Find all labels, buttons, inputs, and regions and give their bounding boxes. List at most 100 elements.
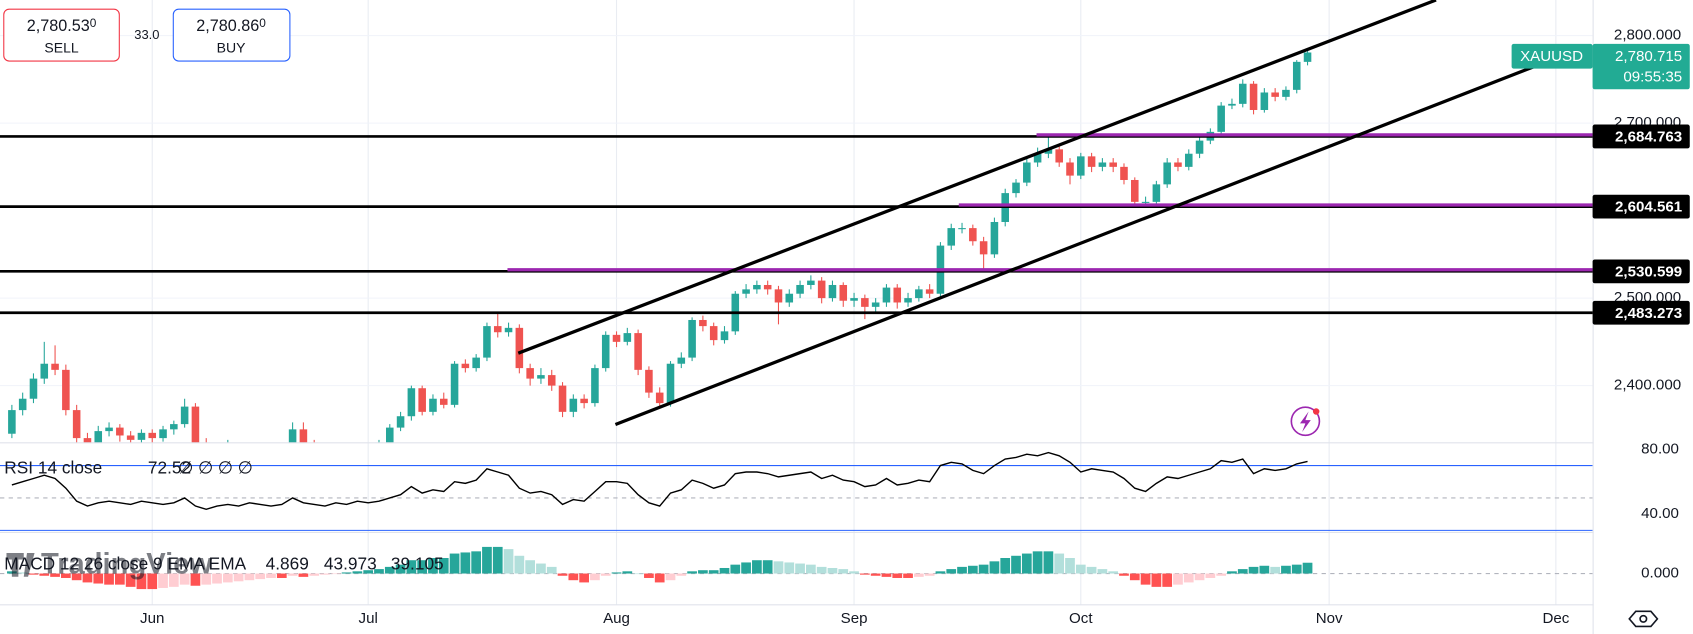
macd-histogram-bar [363,570,374,574]
macd-histogram-bar [1162,573,1173,587]
macd-histogram-bar [1281,565,1291,574]
x-tick-label: Dec [1542,610,1569,627]
macd-histogram-bar [114,573,125,585]
candle-body [893,287,902,303]
candle-body [558,385,567,412]
macd-histogram-bar [136,573,147,590]
level-label: 2,684.763 [1615,129,1682,146]
macd-histogram-bar [266,573,276,578]
macd-histogram-bar [1000,558,1011,574]
candle-body [645,369,653,393]
candle-body [796,284,804,294]
macd-histogram-bar [773,561,784,574]
candle-body [1228,103,1236,106]
sell-box[interactable] [3,8,120,62]
macd-histogram-bar [546,566,557,574]
macd-histogram-bar [330,573,341,575]
watermark: TradingView [6,549,212,581]
rsi-legend[interactable]: RSI 14 close [4,457,102,477]
candle-body [493,326,502,333]
candle-body [191,406,200,443]
macd-histogram-bar [71,573,82,581]
macd-histogram-bar [212,573,222,584]
macd-pane [0,546,1593,590]
macd-histogram-bar [428,558,438,574]
buy-price-main[interactable]: 2,780.86 [196,17,259,35]
macd-histogram-bar [1097,569,1108,574]
buy-price[interactable]: 2,780.860 [196,16,266,35]
macd-histogram-bar [795,563,805,574]
macd-histogram-bar [514,555,525,574]
sell-price-main[interactable]: 2,780.53 [27,17,90,35]
macd-histogram-bar [935,571,946,574]
settings-center[interactable] [1639,614,1648,623]
candle-body [634,333,642,370]
candle-body [1023,162,1031,183]
x-tick-label: Aug [603,610,630,627]
candle-body [8,410,16,434]
candle-body [72,410,81,439]
macd-histogram-bar [1237,569,1248,574]
macd-legend[interactable]: MACD 12 26 close 9 EMA EMA [4,553,246,573]
spread: 33.0 [134,27,159,42]
candle-body [94,431,103,443]
symbol-label: XAUUSD [1520,48,1583,65]
buy-box[interactable] [172,8,291,62]
macd-histogram-bar [222,573,233,583]
candle-body [547,375,556,386]
rsi-legend-value: 72.52 [148,457,191,477]
candle-body [580,398,588,404]
candle-body [1260,92,1269,110]
candle-body [537,375,545,379]
candle-body [1282,89,1290,97]
macd-histogram-bar [1270,566,1281,574]
macd-histogram-bar [924,573,935,576]
macd-histogram-bar [255,573,266,580]
price-pane [0,48,1593,443]
macd-histogram-bar [125,573,136,587]
macd-histogram-bar [168,573,179,587]
macd-histogram-bar [579,573,589,583]
buy-button[interactable]: 2,780.860 BUY [172,8,291,62]
macd-histogram-bar [492,546,503,574]
candle-body [1238,83,1247,104]
candle-body [299,429,308,443]
macd-histogram-bar [309,573,320,576]
y-tick-label: 2,400.000 [1614,377,1681,394]
macd-histogram-bar [1021,553,1032,574]
candle-body [148,432,157,439]
candle-body [915,289,923,299]
macd-histogram-bar [449,553,460,574]
candle-body [601,334,610,369]
macd-histogram-bar [1302,562,1313,574]
sell-price-small[interactable]: 0 [90,16,97,30]
candle-body [180,406,189,425]
alert-dot[interactable] [1312,408,1320,415]
candle-body [29,378,38,399]
candle-body [170,424,178,430]
settings-icon[interactable] [1628,610,1659,628]
buy-price-small[interactable]: 0 [259,16,266,30]
candle-body [1217,105,1225,132]
macd-histogram-bar [417,560,428,574]
sell-button[interactable]: 2,780.530 SELL [3,8,120,62]
candle-body [396,416,405,428]
candle-body [850,298,858,301]
settings-hex[interactable] [1628,610,1659,628]
macd-histogram-bar [190,573,201,586]
candle-body [763,284,772,290]
last-price-box [1592,43,1690,90]
macd-histogram-bar [838,569,849,574]
watermark-logo [6,552,35,577]
watermark-text: TradingView [41,549,212,581]
buy-label[interactable]: BUY [217,39,246,55]
sell-label[interactable]: SELL [44,39,78,55]
macd-histogram-bar [233,573,244,582]
alert-bolt[interactable] [1299,411,1311,433]
sell-price[interactable]: 2,780.530 [27,16,97,35]
macd-histogram-bar [849,571,859,574]
candle-body [979,241,988,255]
alert-icon[interactable] [1290,406,1321,437]
macd-histogram-bar [17,572,28,574]
